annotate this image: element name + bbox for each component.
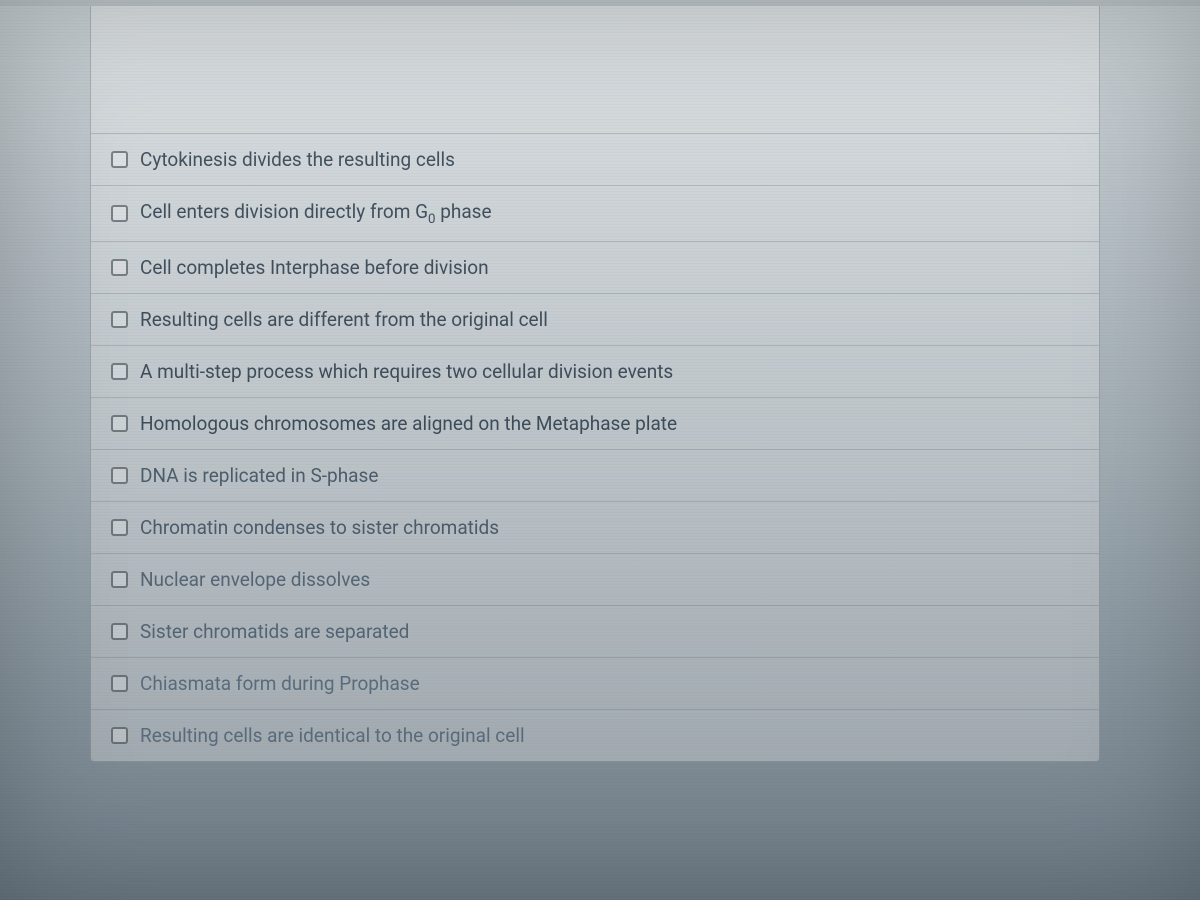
option-multistep[interactable]: A multi-step process which requires two … bbox=[91, 346, 1099, 398]
option-label: Cell enters division directly from G0 ph… bbox=[140, 200, 492, 227]
option-identical[interactable]: Resulting cells are identical to the ori… bbox=[91, 710, 1099, 761]
panel-top-spacer bbox=[91, 6, 1099, 134]
option-label: Cell completes Interphase before divisio… bbox=[140, 256, 489, 279]
checkbox-icon[interactable] bbox=[111, 519, 128, 536]
options-panel: Cytokinesis divides the resulting cells … bbox=[90, 6, 1100, 762]
checkbox-icon[interactable] bbox=[111, 311, 128, 328]
option-g0-phase[interactable]: Cell enters division directly from G0 ph… bbox=[91, 186, 1099, 242]
option-chromatin[interactable]: Chromatin condenses to sister chromatids bbox=[91, 502, 1099, 554]
option-homologous[interactable]: Homologous chromosomes are aligned on th… bbox=[91, 398, 1099, 450]
checkbox-icon[interactable] bbox=[111, 205, 128, 222]
option-label: Homologous chromosomes are aligned on th… bbox=[140, 412, 677, 435]
option-label: A multi-step process which requires two … bbox=[140, 360, 673, 383]
checkbox-icon[interactable] bbox=[111, 151, 128, 168]
option-label: Chiasmata form during Prophase bbox=[140, 672, 420, 695]
option-label: DNA is replicated in S-phase bbox=[140, 464, 378, 487]
option-label: Resulting cells are different from the o… bbox=[140, 308, 548, 331]
option-label: Resulting cells are identical to the ori… bbox=[140, 724, 525, 747]
checkbox-icon[interactable] bbox=[111, 259, 128, 276]
option-label: Nuclear envelope dissolves bbox=[140, 568, 370, 591]
checkbox-icon[interactable] bbox=[111, 623, 128, 640]
option-label: Chromatin condenses to sister chromatids bbox=[140, 516, 499, 539]
option-interphase[interactable]: Cell completes Interphase before divisio… bbox=[91, 242, 1099, 294]
checkbox-icon[interactable] bbox=[111, 415, 128, 432]
option-label: Sister chromatids are separated bbox=[140, 620, 409, 643]
checkbox-icon[interactable] bbox=[111, 467, 128, 484]
option-label: Cytokinesis divides the resulting cells bbox=[140, 148, 455, 171]
option-chiasmata[interactable]: Chiasmata form during Prophase bbox=[91, 658, 1099, 710]
question-container: Cytokinesis divides the resulting cells … bbox=[90, 6, 1100, 762]
checkbox-icon[interactable] bbox=[111, 571, 128, 588]
checkbox-icon[interactable] bbox=[111, 363, 128, 380]
checkbox-icon[interactable] bbox=[111, 727, 128, 744]
checkbox-icon[interactable] bbox=[111, 675, 128, 692]
option-cytokinesis[interactable]: Cytokinesis divides the resulting cells bbox=[91, 134, 1099, 186]
option-different[interactable]: Resulting cells are different from the o… bbox=[91, 294, 1099, 346]
option-sister[interactable]: Sister chromatids are separated bbox=[91, 606, 1099, 658]
option-nuclear[interactable]: Nuclear envelope dissolves bbox=[91, 554, 1099, 606]
option-s-phase[interactable]: DNA is replicated in S-phase bbox=[91, 450, 1099, 502]
